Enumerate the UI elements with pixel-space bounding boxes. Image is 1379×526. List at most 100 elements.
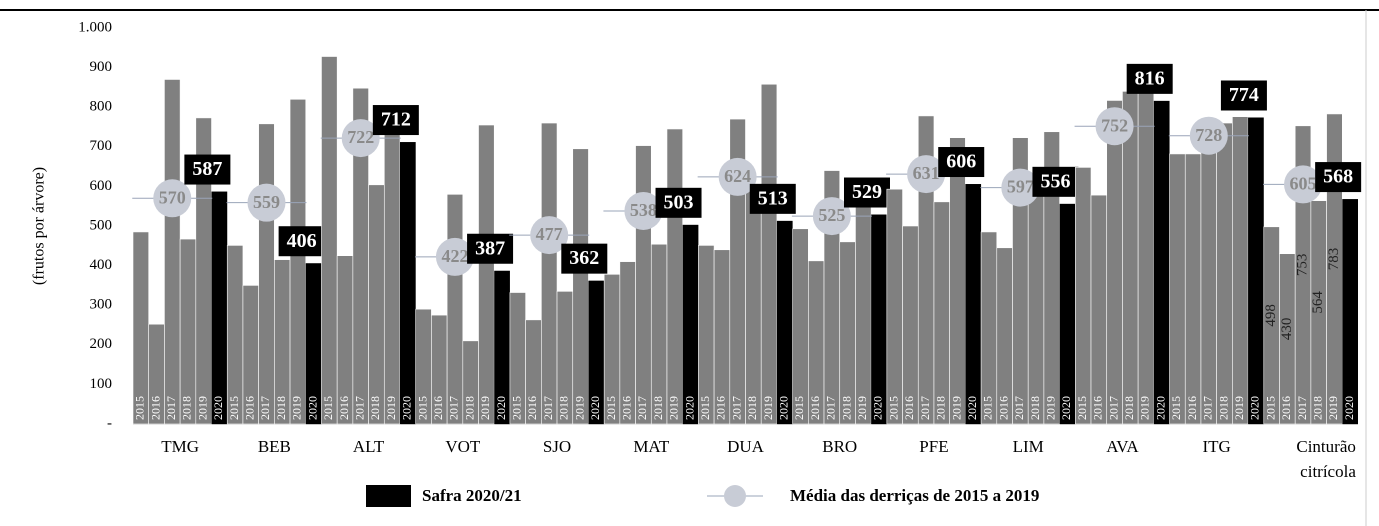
y-tick-label: 800 xyxy=(90,99,113,115)
year-label: 2015 xyxy=(321,396,335,420)
year-label: 2016 xyxy=(243,396,257,420)
average-label: 631 xyxy=(913,163,940,183)
year-label: 2018 xyxy=(368,396,382,420)
safra-label: 774 xyxy=(1229,84,1259,106)
x-tick-label: BRO xyxy=(822,437,858,456)
safra-label-box xyxy=(749,183,796,214)
year-label: 2016 xyxy=(431,396,445,420)
history-bar xyxy=(1075,167,1092,425)
history-bar xyxy=(289,98,307,425)
year-label: 2017 xyxy=(824,396,838,420)
y-tick-label: - xyxy=(107,415,112,431)
average-label: 422 xyxy=(441,246,468,266)
year-label: 2016 xyxy=(337,396,351,420)
year-label: 2020 xyxy=(305,396,319,420)
year-label: 2016 xyxy=(996,396,1010,420)
average-label: 728 xyxy=(1195,125,1222,145)
history-bar xyxy=(980,231,998,425)
year-label: 2020 xyxy=(777,396,791,420)
legend-label: Média das derriças de 2015 a 2019 xyxy=(790,486,1039,505)
value-label: 498 xyxy=(1263,304,1279,327)
y-tick-label: 700 xyxy=(90,138,113,154)
year-label: 2015 xyxy=(792,396,806,420)
year-label: 2019 xyxy=(855,396,869,420)
year-label: 2016 xyxy=(1185,396,1199,420)
y-tick-label: 200 xyxy=(90,336,113,352)
safra-label-box xyxy=(1315,162,1362,193)
safra-label-box xyxy=(184,154,231,185)
history-bar xyxy=(321,56,338,425)
average-label: 525 xyxy=(818,205,845,225)
history-bar xyxy=(383,104,401,425)
year-label: 2020 xyxy=(1153,396,1167,420)
year-label: 2018 xyxy=(1122,396,1136,420)
year-label: 2020 xyxy=(871,396,885,420)
y-tick-label: 1.000 xyxy=(78,19,112,35)
average-marker xyxy=(624,191,663,230)
safra-bar xyxy=(776,220,793,424)
safra-label: 503 xyxy=(664,191,694,213)
year-label: 2019 xyxy=(478,396,492,420)
year-label: 2017 xyxy=(164,396,178,420)
year-label: 2015 xyxy=(698,396,712,420)
year-label: 2017 xyxy=(729,396,743,420)
year-label: 2020 xyxy=(494,396,508,420)
history-bar xyxy=(933,201,950,425)
year-label: 2019 xyxy=(195,396,209,420)
safra-label: 556 xyxy=(1040,170,1070,192)
safra-bar xyxy=(1248,117,1264,424)
average-label: 597 xyxy=(1007,177,1034,197)
average-marker xyxy=(907,155,946,194)
history-bar xyxy=(1200,130,1217,425)
safra-label-box xyxy=(843,177,890,208)
history-bar xyxy=(949,137,966,425)
year-label: 2016 xyxy=(714,396,728,420)
history-bar xyxy=(635,145,652,425)
year-label: 2019 xyxy=(667,396,681,420)
year-label: 2017 xyxy=(541,396,555,420)
history-bar xyxy=(1184,153,1202,425)
y-tick-label: 900 xyxy=(90,59,113,75)
history-bar xyxy=(1137,76,1155,425)
safra-label: 529 xyxy=(852,181,882,203)
year-label: 2015 xyxy=(981,396,995,420)
year-label: 2020 xyxy=(1342,396,1356,420)
safra-label: 587 xyxy=(192,158,222,180)
safra-label-box xyxy=(655,187,702,218)
year-label: 2016 xyxy=(1091,396,1105,420)
year-label: 2018 xyxy=(1216,396,1230,420)
legend-marker xyxy=(724,485,746,507)
history-bar xyxy=(666,128,683,425)
year-label: 2017 xyxy=(1106,396,1120,420)
safra-bar xyxy=(871,214,887,424)
year-label: 2020 xyxy=(682,396,696,420)
safra-label: 513 xyxy=(758,187,788,209)
history-bar xyxy=(902,225,919,425)
safra-bar xyxy=(494,270,510,424)
safra-label: 387 xyxy=(475,237,505,259)
y-tick-label: 500 xyxy=(90,217,113,233)
history-bar xyxy=(1027,188,1045,425)
safra-label-box xyxy=(467,233,514,264)
year-label: 2020 xyxy=(965,396,979,420)
safra-label-box xyxy=(278,226,325,257)
x-tick-label: SJO xyxy=(542,437,572,456)
value-label: 564 xyxy=(1310,291,1326,314)
year-label: 2017 xyxy=(918,396,932,420)
safra-label: 406 xyxy=(287,230,317,252)
year-label: 2016 xyxy=(619,396,633,420)
year-label: 2016 xyxy=(902,396,916,420)
year-label: 2019 xyxy=(949,396,963,420)
safra-bar xyxy=(682,224,699,424)
safra-bar xyxy=(965,184,982,424)
average-label: 559 xyxy=(253,192,280,212)
year-label: 2019 xyxy=(1232,396,1246,420)
year-label: 2015 xyxy=(133,396,147,420)
safra-label: 712 xyxy=(381,109,411,131)
average-marker xyxy=(718,157,757,196)
average-label: 477 xyxy=(536,224,563,244)
year-label: 2017 xyxy=(1201,396,1215,420)
safra-bar xyxy=(1059,203,1076,424)
x-tick-label: BEB xyxy=(257,437,291,456)
